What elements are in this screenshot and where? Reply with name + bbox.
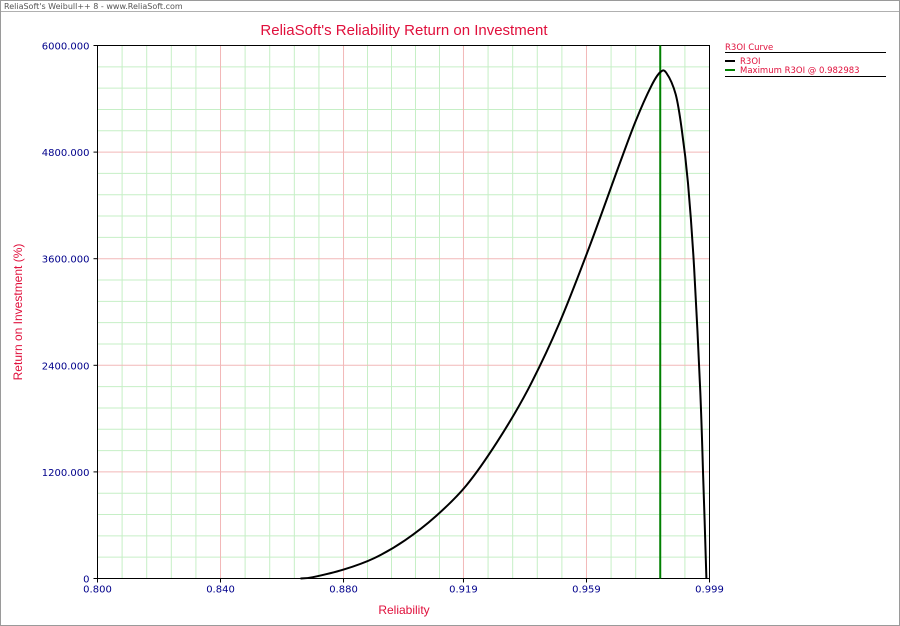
y-tick-label: 4800.000 <box>42 148 90 159</box>
title-divider <box>1 11 899 12</box>
x-axis-label: Reliability <box>378 603 429 617</box>
x-tick-label: 0.999 <box>695 585 724 596</box>
legend: R3OI Curve R3OI Maximum R3OI @ 0.982983 <box>725 43 886 77</box>
legend-label-r3oi: R3OI <box>740 57 761 67</box>
x-tick-label: 0.840 <box>206 585 235 596</box>
x-tick-label: 0.800 <box>83 585 112 596</box>
y-tick-label: 6000.000 <box>42 42 90 53</box>
y-tick-label: 1200.000 <box>42 468 90 479</box>
major-grid <box>97 45 710 579</box>
axis-ticks: 0.800 0.840 0.880 0.919 0.959 0.999 0 1200.000 2… <box>42 42 724 596</box>
minor-grid <box>97 45 710 579</box>
y-axis-label: Return on Investment (%) <box>11 244 25 381</box>
y-tick-label: 0 <box>83 575 89 586</box>
x-tick-label: 0.919 <box>449 585 478 596</box>
y-tick-label: 2400.000 <box>42 361 90 372</box>
chart-title: ReliaSoft's Reliability Return on Invest… <box>260 22 548 39</box>
x-tick-label: 0.959 <box>572 585 601 596</box>
legend-title: R3OI Curve <box>725 43 773 53</box>
y-tick-label: 3600.000 <box>42 255 90 266</box>
r3oi-curve <box>300 69 708 580</box>
data-marks <box>300 45 708 580</box>
plot-area-border <box>97 45 710 579</box>
x-tick-label: 0.880 <box>329 585 358 596</box>
legend-label-max: Maximum R3OI @ 0.982983 <box>740 66 860 76</box>
app-title: ReliaSoft's Weibull++ 8 - www.ReliaSoft.… <box>4 2 183 11</box>
